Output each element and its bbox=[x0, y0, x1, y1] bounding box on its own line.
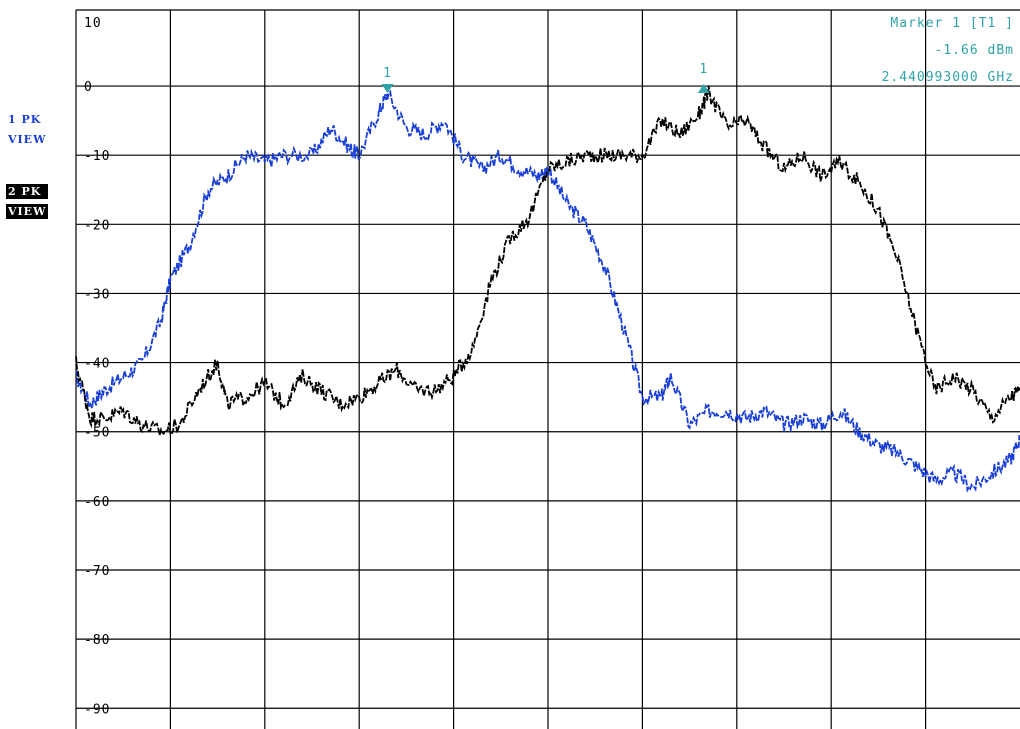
marker-readout-level: -1.66 dBm bbox=[935, 43, 1014, 58]
y-tick-labels: 10 0 -10 -20 -30 -40 -50 -60 -70 -80 -90 bbox=[84, 16, 110, 717]
traces bbox=[75, 85, 1020, 493]
trace2-mode: VIEW bbox=[6, 204, 49, 219]
y-tick-label: -80 bbox=[84, 633, 110, 648]
y-tick-label: -10 bbox=[84, 149, 110, 164]
marker-readout-title: Marker 1 [T1 ] bbox=[890, 16, 1014, 31]
trace1-mode: VIEW bbox=[8, 133, 47, 146]
marker-2-label: 1 bbox=[699, 62, 708, 77]
y-tick-label: -30 bbox=[84, 287, 110, 302]
marker-1-label: 1 bbox=[383, 66, 392, 81]
y-tick-label: -40 bbox=[84, 357, 110, 372]
marker-1-symbol bbox=[381, 83, 394, 93]
y-tick-label: -50 bbox=[84, 426, 110, 441]
marker-readout-frequency: 2.440993000 GHz bbox=[882, 70, 1014, 85]
trace-2-line bbox=[75, 85, 1020, 436]
trace1-label: 1 PK VIEW bbox=[8, 112, 46, 147]
trace-1-line bbox=[75, 89, 1020, 493]
trace1-detector: 1 PK bbox=[8, 113, 42, 126]
y-tick-label: -90 bbox=[84, 702, 110, 717]
y-tick-label: -70 bbox=[84, 564, 110, 579]
marker-2-symbol bbox=[697, 83, 710, 93]
trace2-label: 2 PK VIEW bbox=[6, 184, 49, 219]
trace2-detector: 2 PK bbox=[6, 184, 49, 199]
y-tick-label: -20 bbox=[84, 218, 110, 233]
y-tick-label: 10 bbox=[84, 16, 102, 31]
marker-readout: Marker 1 [T1 ] -1.66 dBm 2.440993000 GHz bbox=[882, 16, 1014, 85]
y-tick-label: -60 bbox=[84, 495, 110, 510]
grid bbox=[75, 9, 1020, 729]
y-tick-label: 0 bbox=[84, 80, 93, 95]
